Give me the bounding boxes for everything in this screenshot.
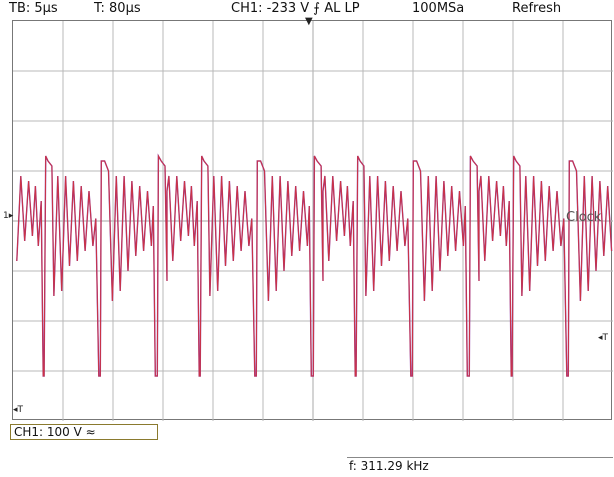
status-bar: TB: 5µs T: 80µs CH1: -233 V ⨍ AL LP 100M…: [0, 0, 614, 18]
acquisition-mode[interactable]: Refresh: [512, 1, 562, 16]
channel-trigger-readout[interactable]: CH1: -233 V ⨍ AL LP: [231, 1, 360, 16]
channel-scale-box[interactable]: CH1: 100 V ≈: [10, 424, 158, 440]
trigger-time-readout[interactable]: T: 80µs: [94, 1, 141, 16]
waveform-plot: Clock: [13, 21, 613, 421]
sample-rate-readout[interactable]: 100MSa: [412, 1, 465, 16]
trigger-marker-left: ◂T: [13, 405, 24, 415]
grid: [13, 21, 613, 421]
trigger-marker-right: ◂T: [598, 333, 609, 343]
clock-trace: [16, 154, 613, 377]
trigger-position-arrow[interactable]: ▼: [305, 16, 313, 27]
timebase-readout[interactable]: TB: 5µs: [9, 1, 58, 16]
trace-label: Clock: [566, 210, 602, 225]
ground-level-marker[interactable]: 1▸: [3, 211, 14, 221]
frequency-readout: f: 311.29 kHz: [349, 459, 429, 473]
measurement-divider: [347, 457, 613, 458]
scope-display[interactable]: Clock: [12, 20, 613, 421]
